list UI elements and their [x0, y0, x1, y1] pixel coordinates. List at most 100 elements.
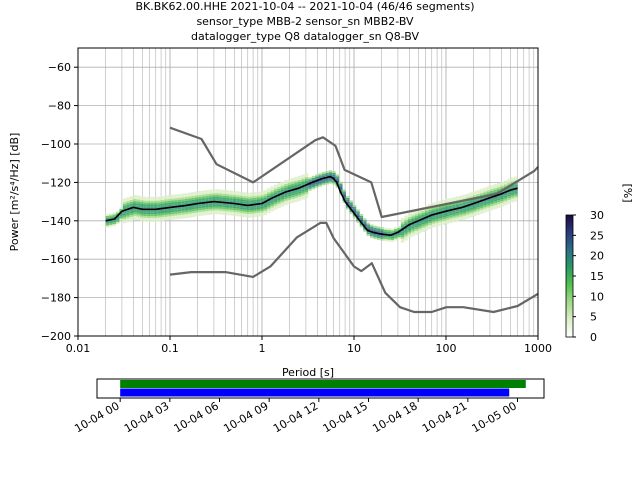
density-cell [273, 184, 278, 187]
density-cell [380, 234, 384, 237]
density-cell [373, 237, 377, 240]
density-cell [181, 193, 185, 196]
density-cell [476, 205, 480, 208]
density-cell [472, 212, 477, 215]
density-cell [194, 193, 199, 196]
density-cell [181, 206, 185, 209]
density-cell [174, 196, 178, 199]
x-tick-label: 10 [347, 342, 361, 355]
density-cell [407, 226, 412, 229]
density-cell [129, 213, 134, 216]
density-cell [246, 202, 250, 205]
density-cell [122, 211, 127, 214]
density-cell [448, 211, 453, 214]
density-cell [109, 222, 113, 225]
density-cell [383, 227, 388, 230]
density-cell [140, 196, 144, 199]
density-cell [404, 219, 408, 222]
density-cell [270, 209, 274, 212]
density-cell [260, 208, 264, 211]
density-cell [225, 207, 230, 210]
density-cell [122, 202, 127, 205]
density-cell [301, 180, 305, 183]
density-cell [105, 221, 110, 224]
density-cell [438, 210, 443, 213]
density-cell [174, 211, 178, 214]
density-cell [448, 215, 453, 218]
density-cell [411, 211, 415, 214]
density-cell [194, 208, 199, 211]
density-cell [459, 210, 463, 213]
density-cell [315, 174, 319, 177]
density-cell [404, 234, 408, 237]
density-cell [146, 198, 151, 201]
density-cell [459, 201, 463, 204]
density-cell [493, 191, 497, 194]
density-cell [208, 193, 213, 196]
density-cell [222, 203, 226, 206]
density-cell [181, 201, 185, 204]
density-cell [407, 220, 412, 223]
density-cell [359, 225, 364, 228]
density-cell [394, 230, 398, 233]
density-cell [188, 206, 192, 209]
density-cell [225, 203, 230, 206]
density-cell [466, 210, 470, 213]
density-cell [294, 199, 298, 202]
density-cell [218, 212, 223, 215]
density-cell [459, 197, 463, 200]
density-cell [466, 197, 470, 200]
density-cell [126, 214, 130, 217]
density-cell [133, 212, 137, 215]
density-cell [232, 194, 237, 197]
density-cell [383, 237, 388, 240]
density-cell [466, 203, 470, 206]
density-cell [345, 197, 350, 200]
low-noise-model-line [169, 221, 539, 314]
density-cell [435, 215, 439, 217]
density-cell [438, 216, 443, 218]
density-cell [126, 197, 130, 200]
density-cell [466, 216, 470, 219]
density-cell [421, 222, 425, 225]
density-cell [284, 193, 288, 196]
density-cell [157, 210, 161, 212]
density-cell [486, 188, 491, 191]
density-cell [369, 236, 374, 239]
density-cell [455, 215, 460, 218]
density-cell [198, 190, 202, 193]
density-cell [387, 235, 391, 238]
density-cell [153, 202, 158, 205]
timeline-tick-label: 10-04 18 [370, 399, 419, 435]
density-cell [462, 204, 467, 207]
density-cell [181, 195, 185, 198]
density-cell [469, 207, 473, 210]
density-cell [455, 204, 460, 206]
density-cell [232, 210, 237, 213]
y-axis-label: Power [m²/s⁴/Hz] [dB] [8, 133, 21, 252]
density-cell [253, 201, 257, 204]
density-cell [218, 210, 223, 213]
density-cell [188, 209, 192, 212]
density-cell [133, 194, 137, 197]
density-cell [500, 183, 504, 186]
density-cell [287, 200, 292, 202]
density-cell [249, 206, 254, 209]
density-cell [246, 211, 250, 214]
density-cell [146, 216, 151, 218]
density-cell [115, 216, 120, 219]
density-cell [260, 206, 264, 209]
density-cell [308, 179, 312, 182]
density-cell [129, 196, 134, 199]
density-cell [143, 204, 147, 207]
density-cell [150, 210, 154, 213]
density-cell [297, 185, 302, 188]
title-line-1: BK.BK62.00.HHE 2021-10-04 -- 2021-10-04 … [135, 0, 474, 13]
density-cell [411, 232, 415, 235]
density-cell [500, 197, 504, 200]
density-cell [115, 212, 120, 215]
density-cell [201, 205, 206, 208]
density-cell [239, 214, 243, 217]
density-cell [236, 210, 240, 213]
density-cell [150, 214, 154, 216]
